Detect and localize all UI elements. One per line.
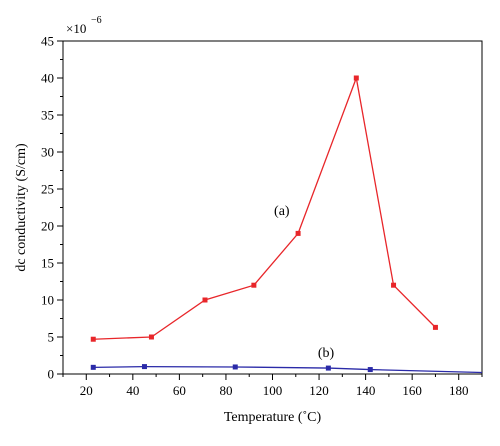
axis-ticks: 20 40 60 80 100 120 140 160 180 0 5 10 15 20 25 30 35 40 4… — [41, 34, 483, 398]
y-axis-multiplier: ×10 −6 — [66, 15, 102, 36]
x-tick-label: 60 — [173, 383, 186, 398]
y-axis-title: dc conductivity (S/cm) — [14, 143, 29, 272]
series-layer — [90, 75, 483, 374]
y-tick-label: 45 — [41, 34, 54, 49]
y-tick-label: 20 — [41, 219, 54, 234]
plot-frame — [62, 40, 483, 375]
y-tick-label: 25 — [41, 182, 54, 197]
y-tick-label: 10 — [41, 293, 54, 308]
data-point — [295, 230, 301, 236]
data-point — [391, 282, 397, 288]
data-point — [367, 367, 373, 373]
y-tick-label: 35 — [41, 108, 54, 123]
x-tick-label: 80 — [219, 383, 232, 398]
data-point — [325, 365, 331, 371]
series-annotation: (a) — [274, 204, 290, 219]
data-point — [141, 364, 147, 370]
x-tick-label: 160 — [402, 383, 422, 398]
y-tick-label: 15 — [41, 256, 54, 271]
series-line — [93, 365, 483, 374]
y-tick-label: 30 — [41, 145, 54, 160]
data-point — [90, 364, 96, 370]
y-multiplier-base: ×10 — [66, 21, 86, 36]
data-point — [202, 297, 208, 303]
series-annotation: (b) — [318, 346, 335, 361]
series-line — [93, 75, 436, 340]
x-tick-label: 120 — [309, 383, 329, 398]
x-axis-title: Temperature (˚C) — [224, 410, 322, 425]
plot-area — [62, 40, 483, 375]
data-point — [251, 282, 257, 288]
x-tick-label: 40 — [126, 383, 139, 398]
y-tick-label: 40 — [41, 71, 54, 86]
x-tick-label: 140 — [356, 383, 376, 398]
y-tick-label: 0 — [48, 367, 55, 382]
data-point — [148, 334, 154, 340]
y-tick-label: 5 — [48, 330, 55, 345]
data-point — [353, 75, 359, 81]
x-tick-label: 180 — [449, 383, 469, 398]
x-tick-label: 20 — [80, 383, 93, 398]
series-b — [90, 364, 483, 374]
series-a — [90, 75, 438, 342]
x-tick-label: 100 — [263, 383, 283, 398]
data-point — [232, 364, 238, 370]
data-point — [90, 336, 96, 342]
y-multiplier-exponent: −6 — [91, 15, 102, 26]
data-point — [432, 324, 438, 330]
annotations: (a) (b) — [274, 204, 334, 361]
